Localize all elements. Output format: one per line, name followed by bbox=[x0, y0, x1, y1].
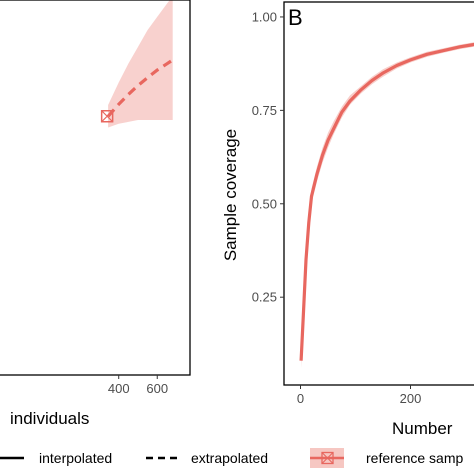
panel-a-reference-point-cross bbox=[101, 110, 114, 123]
panel-b-tag: B bbox=[288, 5, 303, 30]
panel-a-frame bbox=[0, 0, 191, 376]
panel-b-y-axis-title: Sample coverage bbox=[221, 129, 240, 261]
legend-reference-label: reference samp bbox=[366, 450, 463, 466]
panel-b-y-tick-label: 1.00 bbox=[252, 9, 277, 24]
panel-b-confidence-band bbox=[301, 42, 474, 369]
panel-b-x-axis-title: Number bbox=[392, 419, 453, 438]
panel-b-x-tick-label: 0 bbox=[297, 391, 304, 406]
panel-a-x-axis-title: individuals bbox=[10, 409, 89, 428]
panel-b-y-tick-label: 0.25 bbox=[252, 290, 277, 305]
panel-a-x-tick-label: 600 bbox=[146, 381, 168, 396]
panel-a-x-tick-label: 400 bbox=[108, 381, 130, 396]
panel-b-y-tick-label: 0.50 bbox=[252, 196, 277, 211]
legend-reference-marker bbox=[321, 451, 334, 465]
panel-a-reference-point-box bbox=[100, 110, 114, 123]
legend-extrapolated-label: extrapolated bbox=[191, 450, 268, 466]
legend-reference-marker-cross bbox=[321, 452, 334, 464]
legend-interpolated-label: interpolated bbox=[39, 450, 112, 466]
panel-b-frame bbox=[283, 1, 474, 386]
panel-a-confidence-band bbox=[108, 0, 173, 128]
panel-a-series-0-line bbox=[106, 58, 174, 118]
panel-b-y-tick-label: 0.75 bbox=[252, 103, 277, 118]
panel-b-series-0-line bbox=[299, 42, 474, 361]
panel-b-x-tick-label: 200 bbox=[400, 391, 422, 406]
